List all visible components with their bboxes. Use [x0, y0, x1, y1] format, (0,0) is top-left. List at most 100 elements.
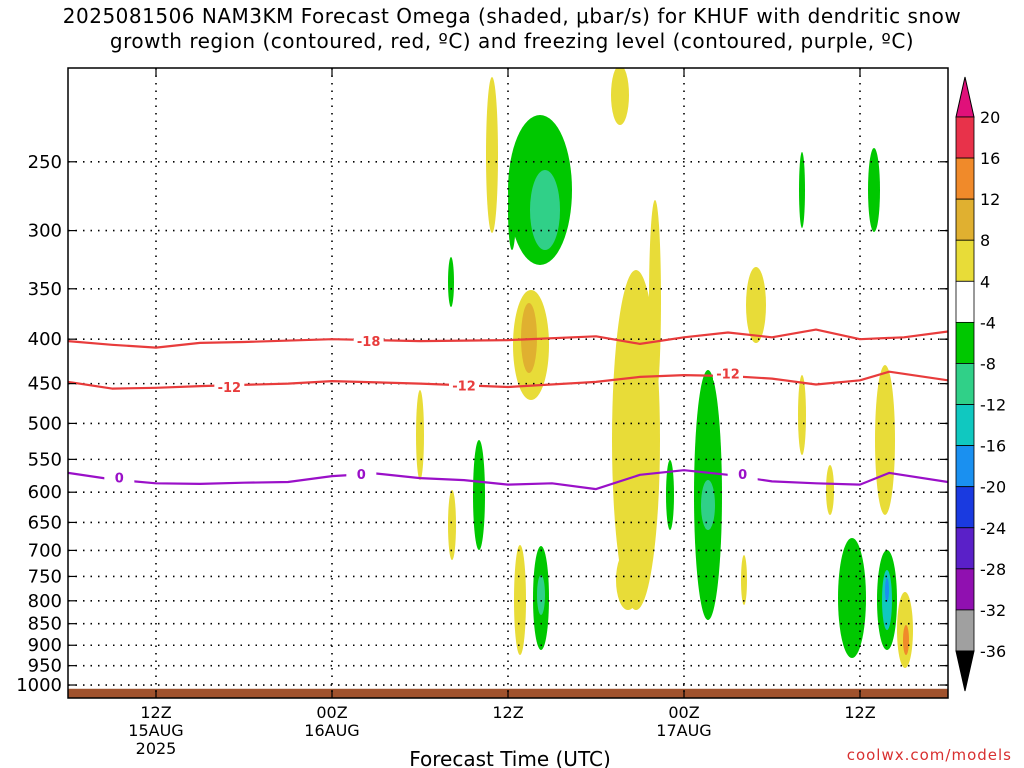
- y-axis-ticks: 2503003504004505005506006507007508008509…: [16, 152, 948, 696]
- colorbar-label: -12: [980, 396, 1006, 415]
- colorbar-swatch: [955, 280, 975, 323]
- contour-label-bg: [727, 465, 758, 482]
- contour-label: 0: [738, 468, 747, 483]
- omega-negative-region-strong: [530, 170, 560, 250]
- colorbar-swatch: [955, 157, 975, 200]
- colorbar-top-arrow: [955, 76, 975, 118]
- colorbar-swatch: [955, 321, 975, 364]
- contour-label: -12: [218, 381, 242, 396]
- contour-label-bg: [346, 465, 377, 482]
- colorbar-label: 4: [980, 272, 990, 291]
- colorbar-swatch: [955, 568, 975, 611]
- omega-positive-region: [611, 68, 629, 125]
- chart-title-line-2: growth region (contoured, red, ºC) and f…: [109, 29, 915, 53]
- colorbar-label: -8: [980, 354, 996, 373]
- y-tick-label: 450: [28, 374, 62, 395]
- contour-label-bg: [104, 468, 135, 485]
- colorbar-label: 12: [980, 190, 1000, 209]
- omega-shading: [416, 68, 913, 668]
- colorbar-swatch: [955, 239, 975, 282]
- x-tick-label: 12Z: [492, 703, 523, 722]
- omega-positive-region: [448, 490, 456, 560]
- omega-negative-region: [868, 148, 880, 232]
- contour-label-bg: [449, 376, 479, 393]
- omega-positive-region: [746, 267, 766, 343]
- colorbar-label: -16: [980, 437, 1006, 456]
- omega-negative-region: [508, 170, 516, 250]
- contour-line: [68, 370, 948, 390]
- colorbar-bottom-arrow: [955, 650, 975, 692]
- contour-labels: -18 -12 -12 -12 0 0 0: [104, 332, 758, 486]
- y-tick-label: 250: [28, 152, 62, 173]
- omega-negative-region: [473, 440, 485, 550]
- x-tick-label: 2025: [136, 739, 177, 758]
- colorbar-swatch: [955, 116, 975, 159]
- colorbar-label: 16: [980, 149, 1000, 168]
- y-tick-label: 900: [28, 635, 62, 656]
- x-axis-label: Forecast Time (UTC): [409, 747, 611, 768]
- colorbar-label: -32: [980, 601, 1006, 620]
- x-tick-label: 00Z: [668, 703, 699, 722]
- colorbar-swatch: [955, 445, 975, 488]
- colorbar-swatch: [955, 486, 975, 529]
- plot-frame: [67, 67, 949, 699]
- omega-positive-region-strong: [521, 303, 537, 373]
- colorbar-label: -24: [980, 519, 1006, 538]
- x-tick-label: 12Z: [844, 703, 875, 722]
- y-tick-label: 300: [28, 221, 62, 242]
- colorbar-label: -28: [980, 560, 1006, 579]
- colorbar-label: 8: [980, 231, 990, 250]
- colorbar-label: 20: [980, 108, 1000, 127]
- omega-positive-region: [741, 555, 747, 605]
- y-tick-label: 850: [28, 614, 62, 635]
- x-tick-label: 17AUG: [656, 721, 711, 740]
- y-tick-label: 800: [28, 591, 62, 612]
- temperature-contours: [68, 328, 948, 491]
- y-tick-label: 750: [28, 566, 62, 587]
- colorbar-swatch: [955, 363, 975, 405]
- omega-positive-region-strong: [903, 625, 909, 655]
- y-tick-label: 600: [28, 482, 62, 503]
- y-tick-label: 950: [28, 656, 62, 677]
- contour-label: -18: [357, 335, 381, 350]
- contour-label-bg: [353, 332, 384, 349]
- source-credit: coolwx.com/models: [847, 746, 1012, 764]
- omega-negative-region-strong: [701, 480, 715, 530]
- omega-negative-region-strong: [885, 578, 889, 602]
- contour-label-bg: [713, 364, 743, 381]
- y-tick-label: 1000: [16, 675, 62, 696]
- omega-negative-region: [838, 538, 866, 658]
- colorbar-swatch: [955, 198, 975, 241]
- contour-label-bg: [214, 377, 245, 394]
- contour-line: [68, 469, 948, 491]
- x-tick-label: 16AUG: [304, 721, 359, 740]
- omega-negative-region: [799, 152, 805, 228]
- y-tick-label: 550: [28, 449, 62, 470]
- contour-label: 0: [115, 471, 124, 486]
- contour-label: 0: [357, 468, 366, 483]
- y-tick-label: 650: [28, 512, 62, 533]
- x-tick-label: 00Z: [316, 703, 347, 722]
- omega-positive-region: [616, 550, 640, 610]
- x-tick-label: 12Z: [140, 703, 171, 722]
- omega-positive-region: [514, 545, 526, 655]
- contour-label: -12: [716, 367, 740, 382]
- colorbar: 20 16 12 8 4 -4 -8 -12 -16 -20 -24 -28 -32 -36: [955, 76, 1006, 692]
- colorbar-swatch: [955, 404, 975, 447]
- omega-negative-region: [666, 460, 674, 530]
- colorbar-label: -36: [980, 642, 1006, 661]
- omega-positive-region: [416, 390, 424, 480]
- gridlines: [68, 68, 948, 698]
- y-tick-label: 400: [28, 329, 62, 350]
- chart-title-line-1: 2025081506 NAM3KM Forecast Omega (shaded…: [62, 4, 962, 28]
- omega-positive-region: [826, 465, 834, 515]
- y-tick-label: 350: [28, 279, 62, 300]
- omega-negative-region: [448, 257, 454, 307]
- x-tick-label: 15AUG: [128, 721, 183, 740]
- omega-positive-region: [486, 77, 498, 233]
- colorbar-swatch: [955, 527, 975, 570]
- contour-line: [68, 328, 948, 349]
- contour-label: -12: [452, 379, 476, 394]
